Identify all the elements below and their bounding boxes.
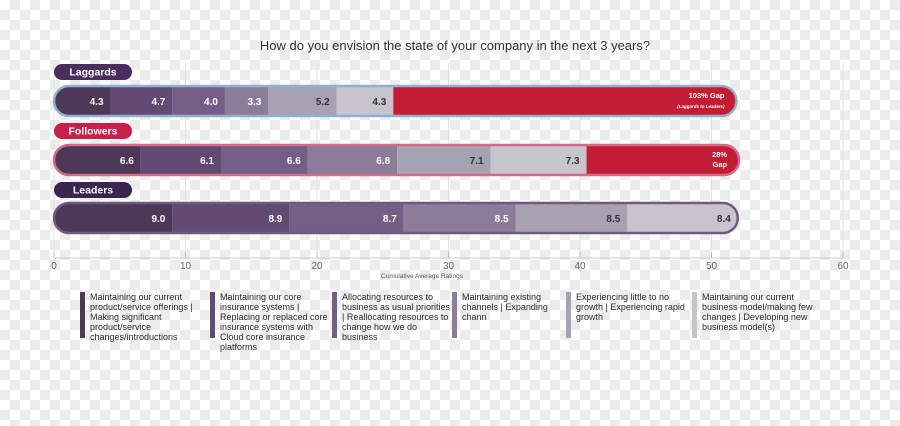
x-tick-label: 30 — [443, 261, 455, 272]
x-tick-label: 10 — [180, 261, 192, 272]
bar-value-label: 8.4 — [717, 214, 731, 225]
bar-segment — [268, 86, 337, 116]
bar-value-label: 9.0 — [151, 214, 165, 225]
bar-outline — [52, 143, 741, 177]
bar-value-label: 6.1 — [200, 156, 214, 167]
bar-value-label: 3.3 — [247, 97, 261, 108]
bar-row: Followers 6.6 6.1 6.6 6.8 7.1 7.3 28%Gap — [52, 123, 741, 177]
bar-value-label: 6.8 — [376, 156, 390, 167]
bar-value-label: 7.3 — [566, 156, 580, 167]
x-axis-label: Cumulative Average Ratings — [381, 273, 464, 280]
bar-value-label: 8.5 — [606, 214, 620, 225]
bar-value-label: 4.3 — [372, 97, 386, 108]
gap-label: 103% Gap — [689, 91, 725, 100]
bar-value-label: 7.1 — [470, 156, 484, 167]
gap-segment — [586, 145, 740, 175]
bar-segment — [336, 86, 394, 116]
bar-segment — [403, 203, 516, 233]
bar-segment — [110, 86, 173, 116]
x-tick-label: 0 — [51, 261, 57, 272]
bar-segments — [54, 145, 740, 175]
gap-label: 28% — [712, 150, 727, 159]
bar-segment — [307, 145, 398, 175]
x-tick-label: 50 — [706, 261, 718, 272]
gap-sublabel: (Laggards to Leaders) — [677, 104, 725, 109]
bar-row: Laggards 4.3 4.7 4.0 3.3 5.2 4.3 103% Gap (Lagga… — [52, 64, 738, 118]
bar-value-label: 4.0 — [204, 97, 218, 108]
bar-row: Leaders 9.0 8.9 8.7 8.5 8.5 8.4 — [52, 182, 740, 235]
bar-outline — [52, 84, 738, 118]
x-tick-label: 40 — [574, 261, 586, 272]
chart-title: How do you envision the state of your co… — [260, 38, 650, 53]
bar-outline — [52, 201, 740, 235]
bar-segment — [221, 145, 308, 175]
category-label: Laggards — [69, 67, 116, 79]
bar-segment — [54, 145, 141, 175]
bar-segment — [54, 86, 111, 116]
x-axis: 0 10 20 30 40 50 60 — [51, 252, 849, 272]
x-tick-label: 60 — [837, 261, 849, 272]
gap-sublabel: Gap — [713, 160, 728, 169]
bar-value-label: 4.3 — [90, 97, 104, 108]
category-pill — [54, 182, 132, 198]
category-pill — [54, 123, 132, 139]
bar-value-label: 5.2 — [316, 97, 330, 108]
bar-value-label: 8.9 — [268, 214, 282, 225]
bar-segment — [490, 145, 587, 175]
bar-segment — [627, 203, 738, 233]
bar-segment — [54, 203, 173, 233]
bar-segment — [224, 86, 269, 116]
bar-segment — [397, 145, 491, 175]
bars-group: Laggards 4.3 4.7 4.0 3.3 5.2 4.3 103% Gap (Lagga… — [52, 64, 741, 235]
gap-segment — [393, 86, 737, 116]
category-label: Followers — [68, 126, 117, 138]
x-tick-label: 20 — [311, 261, 323, 272]
bar-value-label: 6.6 — [120, 156, 134, 167]
category-label: Leaders — [73, 185, 113, 197]
bar-segment — [172, 203, 290, 233]
bar-segment — [172, 86, 225, 116]
bar-segments — [54, 203, 738, 233]
bar-segments — [54, 86, 737, 116]
bar-segment — [515, 203, 628, 233]
bar-segment — [140, 145, 222, 175]
bar-value-label: 4.7 — [151, 97, 165, 108]
bar-value-label: 6.6 — [287, 156, 301, 167]
bar-value-label: 8.7 — [383, 214, 397, 225]
bar-value-label: 8.5 — [495, 214, 509, 225]
bar-segment — [289, 203, 404, 233]
category-pill — [54, 64, 132, 80]
